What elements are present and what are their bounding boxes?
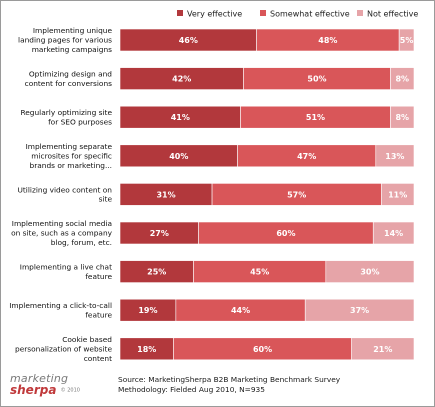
bar-not-effective xyxy=(372,221,415,245)
data-label-very-effective: 25% xyxy=(147,268,166,277)
data-label-very-effective: 42% xyxy=(172,75,191,84)
category-label: Optimizing design and content for convers… xyxy=(25,70,113,88)
category-label: Regularly optimizing site for SEO purpose… xyxy=(20,108,112,126)
source-text: Source: MarketingSherpa B2B Marketing Be… xyxy=(118,375,341,384)
data-label-somewhat-effective: 57% xyxy=(287,190,306,199)
bar-not-effective xyxy=(325,260,415,283)
data-label-somewhat-effective: 44% xyxy=(231,306,250,315)
data-label-very-effective: 31% xyxy=(156,190,175,199)
bar-not-effective xyxy=(375,144,415,168)
category-label: Cookie based personalization of website co… xyxy=(15,335,112,363)
legend-swatch-very-effective xyxy=(177,10,183,16)
data-label-somewhat-effective: 48% xyxy=(318,36,337,45)
category-label: Utilizing video content on site xyxy=(17,185,112,203)
category-label: Implementing a live chat feature xyxy=(20,263,113,281)
data-label-very-effective: 27% xyxy=(150,229,169,238)
logo-year: © 2010 xyxy=(60,387,80,394)
category-label: Implementing separate microsites for spec… xyxy=(26,142,113,170)
legend-label-very-effective: Very effective xyxy=(187,10,242,19)
legend-label-somewhat-effective: Somewhat effective xyxy=(270,10,350,19)
bar-not-effective xyxy=(390,67,415,90)
data-label-very-effective: 46% xyxy=(179,36,198,45)
chart-footer: marketing sherpa © 2010 Source: Marketin… xyxy=(0,366,435,406)
data-label-somewhat-effective: 60% xyxy=(253,345,272,354)
data-label-very-effective: 40% xyxy=(169,152,188,161)
source-note: Source: MarketingSherpa B2B Marketing Be… xyxy=(118,375,340,395)
data-label-not-effective: 37% xyxy=(350,306,369,315)
marketingsherpa-logo: marketing sherpa © 2010 xyxy=(10,372,80,397)
bar-not-effective xyxy=(398,28,415,52)
data-label-very-effective: 41% xyxy=(171,113,190,122)
data-label-not-effective: 14% xyxy=(384,229,403,238)
bar-not-effective xyxy=(351,337,415,361)
bar-not-effective xyxy=(390,105,415,129)
methodology-text: Methodology: Fielded Aug 2010, N=935 xyxy=(118,385,265,394)
data-label-not-effective: 8% xyxy=(395,113,409,122)
data-label-not-effective: 21% xyxy=(373,345,392,354)
logo-bottom-text: sherpa xyxy=(10,383,57,397)
data-label-somewhat-effective: 60% xyxy=(276,229,295,238)
bar-not-effective xyxy=(304,298,415,322)
bar-not-effective xyxy=(381,183,415,206)
stacked-bar-chart: Very effective Somewhat effective Not effe… xyxy=(9,10,418,363)
data-label-not-effective: 30% xyxy=(360,268,379,277)
data-label-somewhat-effective: 50% xyxy=(307,75,326,84)
data-label-very-effective: 19% xyxy=(138,306,157,315)
category-label: Implementing a click-to-call feature xyxy=(9,301,112,319)
legend-label-not-effective: Not effective xyxy=(367,10,418,19)
data-label-somewhat-effective: 51% xyxy=(306,113,325,122)
data-label-not-effective: 5% xyxy=(400,36,414,45)
data-label-somewhat-effective: 47% xyxy=(297,152,316,161)
data-label-somewhat-effective: 45% xyxy=(250,268,269,277)
data-label-not-effective: 11% xyxy=(388,190,407,199)
category-label: Implementing unique landing pages for var… xyxy=(18,26,112,54)
logo-top-text: marketing xyxy=(10,372,69,385)
data-label-very-effective: 18% xyxy=(137,345,156,354)
category-label: Implementing social media on site, such a… xyxy=(11,219,113,247)
data-label-not-effective: 8% xyxy=(395,75,409,84)
legend-swatch-not-effective xyxy=(357,10,363,16)
legend-swatch-somewhat-effective xyxy=(260,10,266,16)
data-label-not-effective: 13% xyxy=(385,152,404,161)
